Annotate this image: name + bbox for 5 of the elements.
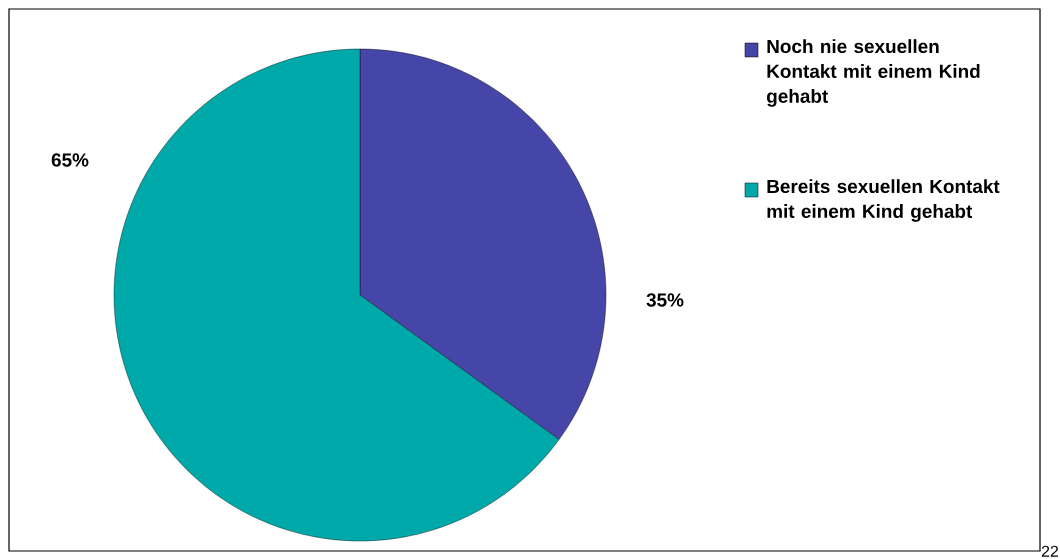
- legend-label: Noch nie sexuellen Kontakt mit einem Kind gehabt: [766, 39, 980, 107]
- legend-label: Bereits sexuellen Kontakt mit einem Kind gehabt: [767, 179, 1000, 222]
- text: 22: [1041, 545, 1059, 557]
- data-label: 35%: [646, 293, 684, 307]
- data-label: 65%: [51, 153, 89, 167]
